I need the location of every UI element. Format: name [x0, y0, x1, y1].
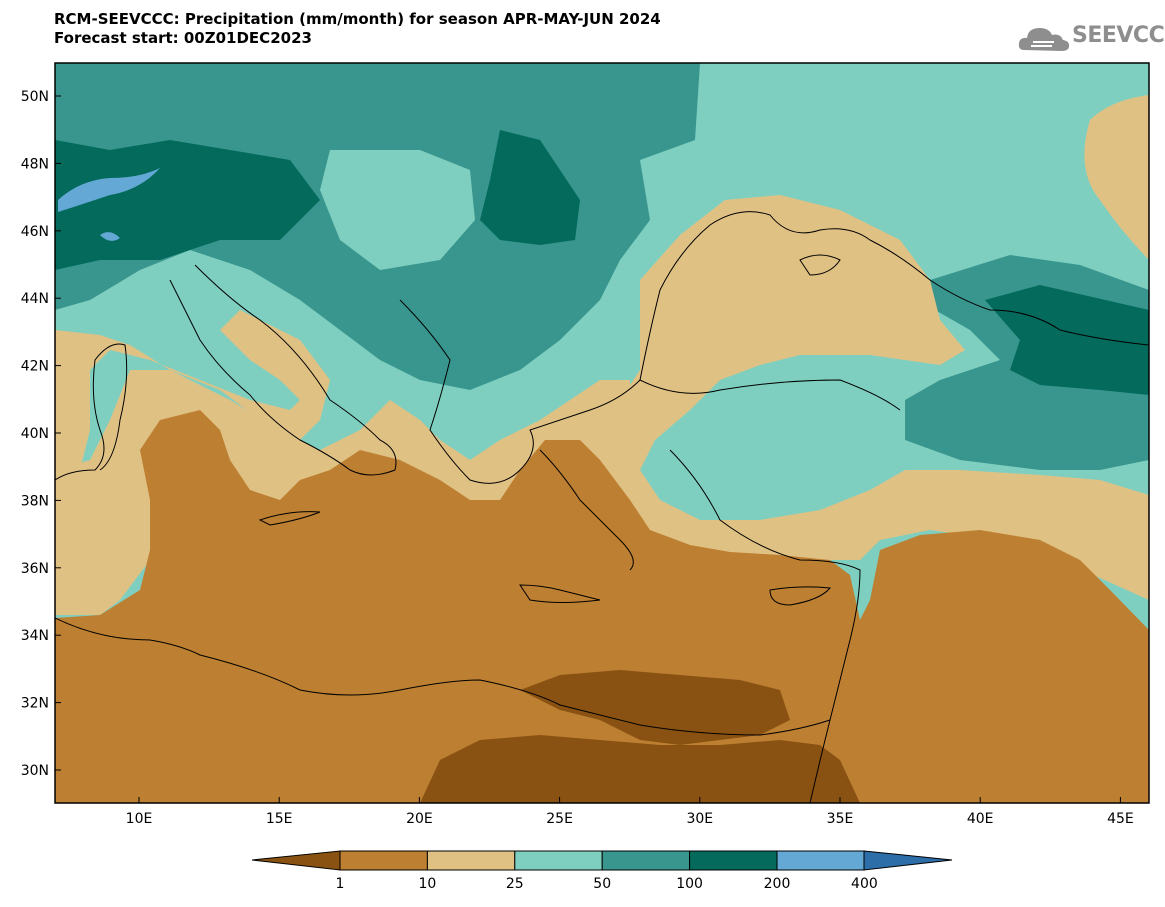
lat-label: 34N: [21, 628, 49, 644]
colorbar-label: 25: [506, 876, 524, 892]
colorbar-label: 50: [593, 876, 611, 892]
lon-label: 10E: [126, 811, 153, 827]
lat-label: 40N: [21, 426, 49, 442]
colorbar-swatch: [601, 850, 691, 871]
region-italy-10-25: [55, 310, 330, 480]
lat-label: 50N: [21, 89, 49, 105]
colorbar-label: 10: [418, 876, 436, 892]
lon-label: 15E: [266, 811, 293, 827]
logo-text: SEEVCCC: [1072, 23, 1165, 48]
cloud-logo-icon: [1018, 28, 1070, 51]
lat-label: 46N: [21, 224, 49, 240]
region-caucasus-100-200: [985, 285, 1149, 395]
colorbar-swatch: [689, 850, 778, 871]
colorbar: 1 10 25 50 100 200 400: [251, 850, 953, 892]
colorbar-label: 1: [336, 876, 345, 892]
coastlines: [55, 211, 1149, 803]
lat-label: 36N: [21, 561, 49, 577]
longitude-axis: 10E 15E 20E 25E 30E 35E 40E 45E: [126, 797, 1134, 827]
region-turkey-coast-light: [670, 400, 900, 500]
region-alps-200-400-b: [100, 232, 120, 241]
lon-label: 40E: [967, 811, 994, 827]
colorbar-upper-arrow: [863, 850, 953, 871]
lon-label: 20E: [406, 811, 433, 827]
lat-label: 30N: [21, 763, 49, 779]
colorbar-swatch: [426, 850, 516, 871]
lon-label: 35E: [827, 811, 854, 827]
colorbar-label: 100: [676, 876, 703, 892]
lat-label: 44N: [21, 291, 49, 307]
lon-label: 25E: [546, 811, 573, 827]
title-line-2: Forecast start: 00Z01DEC2023: [54, 29, 312, 47]
lat-label: 38N: [21, 493, 49, 509]
region-black-sea-10-25: [570, 195, 1149, 600]
lat-label: 42N: [21, 359, 49, 375]
lon-label: 30E: [686, 811, 713, 827]
region-hungary-light: [320, 150, 475, 270]
region-alps-100-200: [55, 140, 320, 270]
precipitation-field: [55, 63, 1149, 803]
colorbar-label: 200: [764, 876, 791, 892]
region-mediterranean-1-10: [55, 410, 1149, 803]
map-title: RCM-SEEVCCC: Precipitation (mm/month) fo…: [54, 10, 661, 48]
region-carpathians-100-200: [480, 130, 580, 245]
title-line-1: RCM-SEEVCCC: Precipitation (mm/month) fo…: [54, 10, 661, 28]
colorbar-lower-arrow: [251, 850, 341, 871]
lat-label: 32N: [21, 696, 49, 712]
lon-label: 45E: [1107, 811, 1134, 827]
seevccc-logo: SEEVCCC: [1016, 20, 1165, 60]
colorbar-swatch: [776, 850, 865, 871]
colorbar-swatch: [339, 850, 428, 871]
colorbar-label: 400: [851, 876, 878, 892]
region-ukraine-10-25: [1084, 95, 1149, 260]
region-alps-200-400-a: [58, 168, 160, 212]
region-egypt-south-lt1: [420, 735, 860, 803]
region-libya-egypt-lt1: [520, 670, 790, 745]
colorbar-swatch: [514, 850, 603, 871]
lat-label: 48N: [21, 156, 49, 172]
latitude-axis: 50N 48N 46N 44N 42N 40N 38N 36N 34N 32N 30N: [21, 89, 61, 779]
